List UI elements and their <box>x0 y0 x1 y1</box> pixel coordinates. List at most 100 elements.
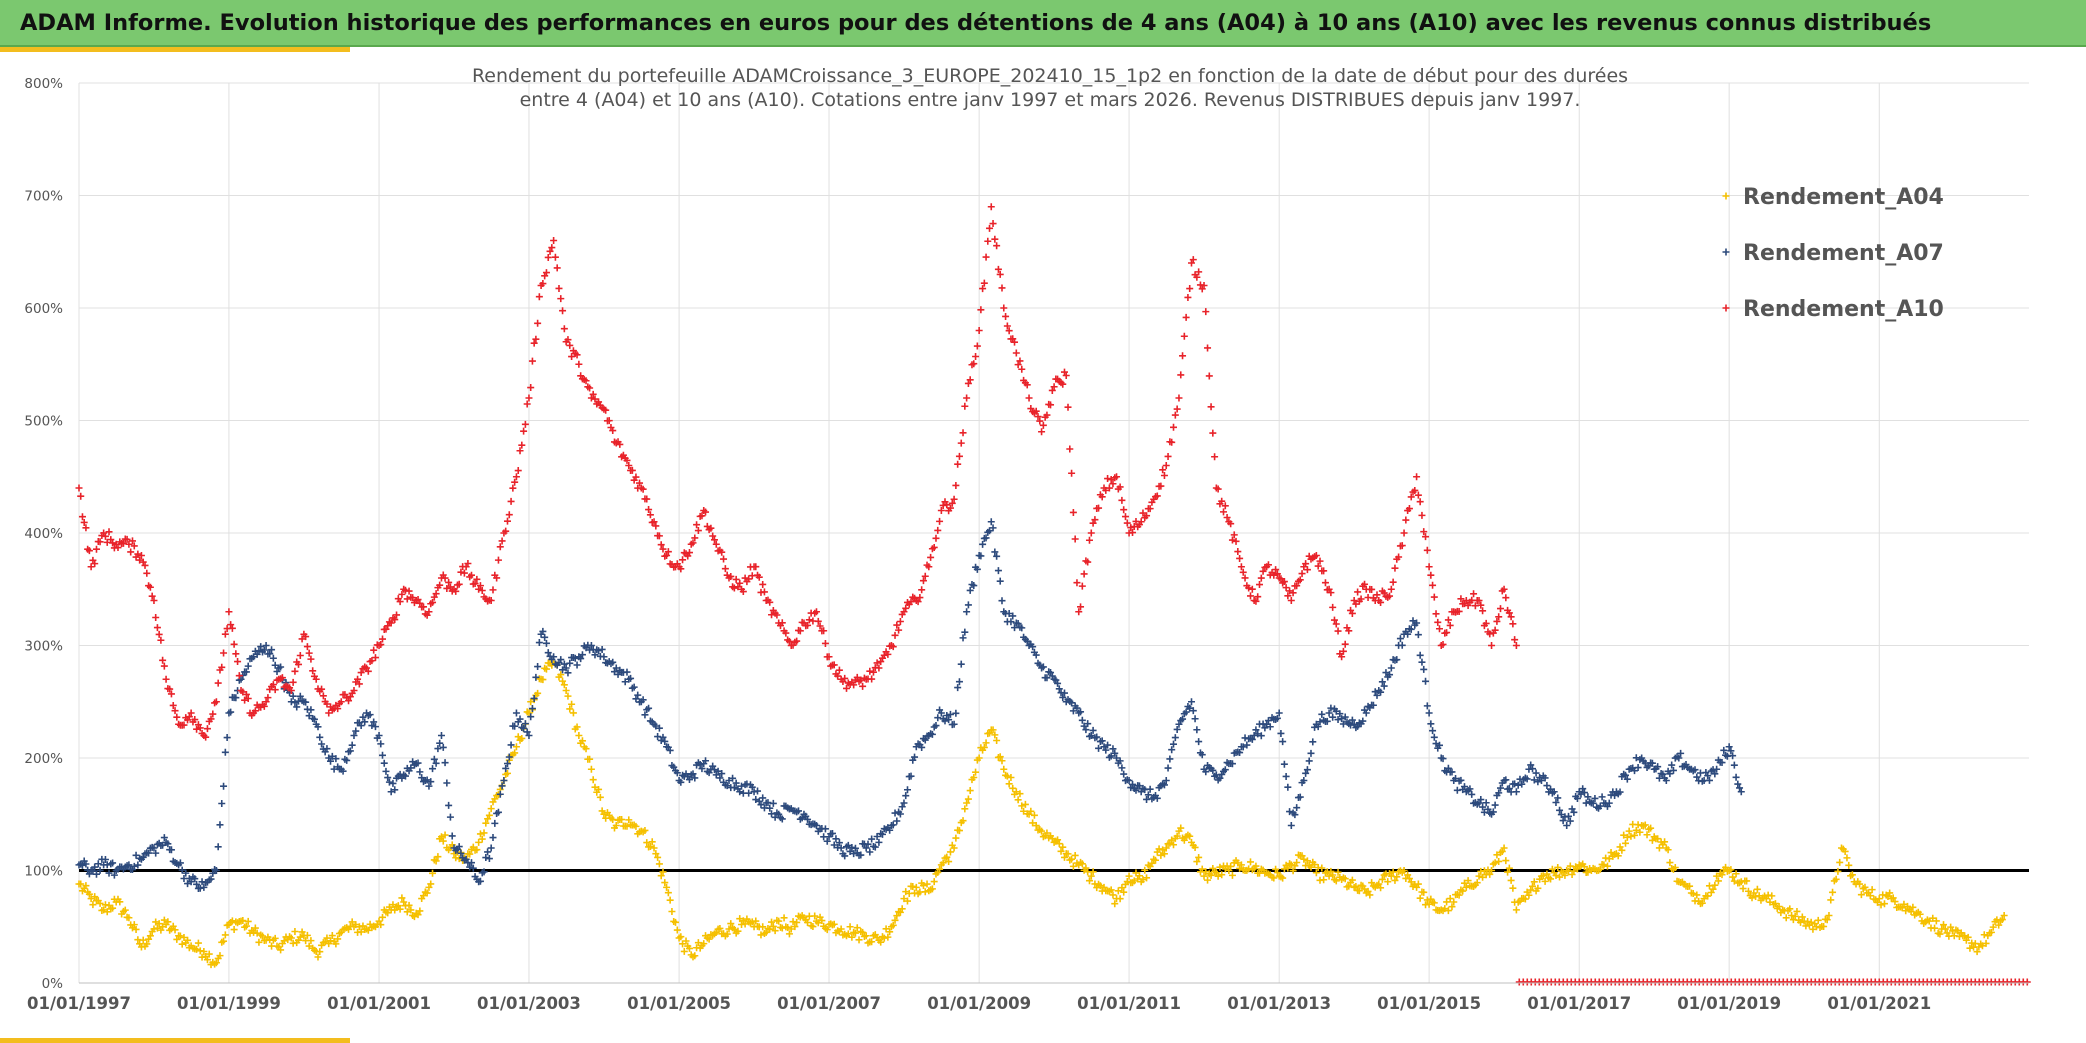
point-Rendement_A04 <box>993 737 1001 745</box>
point-Rendement_A07 <box>1014 620 1022 628</box>
point-Rendement_A07 <box>212 867 220 874</box>
point-Rendement_A07 <box>1648 759 1656 767</box>
point-Rendement_A07 <box>293 703 301 711</box>
point-Rendement_A07 <box>214 843 222 851</box>
point-Rendement_A07 <box>632 695 640 703</box>
point-Rendement_A04 <box>1116 895 1124 903</box>
point-Rendement_A07 <box>273 668 281 676</box>
point-Rendement_A10 <box>157 636 165 644</box>
point-Rendement_A10 <box>1071 535 1079 543</box>
point-Rendement_A04 <box>943 853 951 861</box>
point-Rendement_A10 <box>1034 413 1042 421</box>
point-Rendement_A10 <box>134 550 142 558</box>
point-Rendement_A10 <box>429 598 437 606</box>
point-Rendement_A04 <box>251 924 259 932</box>
point-Rendement_A10 <box>914 598 922 606</box>
point-Rendement_A07 <box>96 866 104 874</box>
point-Rendement_A04 <box>654 853 662 861</box>
point-Rendement_A10 <box>595 398 603 406</box>
point-Rendement_A07 <box>716 774 724 782</box>
point-Rendement_A10 <box>639 485 647 493</box>
point-Rendement_A10 <box>1345 627 1353 635</box>
point-Rendement_A07 <box>1444 764 1452 772</box>
point-Rendement_A10 <box>1036 417 1044 425</box>
accent-bar-bottom <box>0 1038 350 1043</box>
point-Rendement_A04 <box>1464 877 1472 885</box>
point-Rendement_A04 <box>784 924 792 931</box>
point-Rendement_A04 <box>1157 851 1165 859</box>
point-Rendement_A10 <box>645 506 653 514</box>
point-Rendement_A04 <box>1448 903 1456 911</box>
point-Rendement_A07 <box>1239 743 1247 751</box>
point-Rendement_A07 <box>385 778 393 786</box>
point-Rendement_A04 <box>963 799 971 807</box>
x-tick-label: 01/01/2017 <box>1527 994 1631 1013</box>
point-Rendement_A07 <box>898 803 906 811</box>
point-Rendement_A04 <box>1125 872 1133 880</box>
point-Rendement_A07 <box>696 761 704 769</box>
point-Rendement_A07 <box>352 727 360 735</box>
point-Rendement_A10 <box>1493 617 1501 625</box>
point-Rendement_A10 <box>657 541 665 549</box>
point-Rendement_A07 <box>1248 735 1256 743</box>
point-Rendement_A04 <box>1048 835 1056 843</box>
point-Rendement_A07 <box>1039 663 1047 671</box>
x-tick-label: 01/01/2021 <box>1827 994 1931 1013</box>
point-Rendement_A07 <box>1189 707 1197 715</box>
point-Rendement_A10 <box>718 548 726 556</box>
point-Rendement_A07 <box>1382 669 1390 677</box>
point-Rendement_A07 <box>268 646 276 654</box>
point-Rendement_A10 <box>1002 312 1010 320</box>
point-Rendement_A07 <box>1566 817 1574 825</box>
point-Rendement_A10 <box>1479 607 1487 615</box>
point-Rendement_A07 <box>1111 749 1119 757</box>
point-Rendement_A04 <box>132 925 140 933</box>
point-Rendement_A04 <box>1873 898 1881 906</box>
point-Rendement_A07 <box>911 753 919 761</box>
point-Rendement_A10 <box>921 572 929 580</box>
point-Rendement_A04 <box>680 947 688 955</box>
point-Rendement_A10 <box>1118 496 1126 504</box>
point-Rendement_A04 <box>100 906 108 914</box>
point-Rendement_A10 <box>1245 584 1253 592</box>
point-Rendement_A07 <box>1084 720 1092 728</box>
point-Rendement_A04 <box>1193 858 1201 866</box>
point-Rendement_A10 <box>1436 625 1443 633</box>
point-Rendement_A10 <box>632 473 640 481</box>
point-Rendement_A07 <box>498 782 506 790</box>
point-Rendement_A10 <box>1509 620 1517 628</box>
point-Rendement_A07 <box>260 646 268 654</box>
point-Rendement_A10 <box>1477 601 1485 609</box>
point-Rendement_A04 <box>1909 903 1917 911</box>
point-Rendement_A04 <box>1929 914 1937 922</box>
point-Rendement_A04 <box>946 848 954 856</box>
point-Rendement_A10 <box>820 627 828 635</box>
point-Rendement_A04 <box>882 925 890 933</box>
point-Rendement_A07 <box>866 848 874 856</box>
point-Rendement_A10 <box>964 379 972 387</box>
point-Rendement_A04 <box>734 927 742 935</box>
point-Rendement_A10 <box>1413 473 1421 481</box>
point-Rendement_A04 <box>221 931 229 939</box>
point-Rendement_A04 <box>1287 861 1295 869</box>
point-Rendement_A07 <box>587 642 595 649</box>
point-Rendement_A10 <box>1068 469 1076 477</box>
point-Rendement_A07 <box>1404 630 1412 638</box>
point-Rendement_A10 <box>752 563 760 571</box>
point-Rendement_A10 <box>652 522 660 530</box>
point-Rendement_A07 <box>1514 781 1522 789</box>
point-Rendement_A04 <box>889 921 897 929</box>
point-Rendement_A07 <box>487 844 495 852</box>
point-Rendement_A04 <box>103 908 111 916</box>
point-Rendement_A10 <box>1162 462 1170 469</box>
point-Rendement_A04 <box>1016 790 1024 798</box>
point-Rendement_A04 <box>171 926 179 934</box>
point-Rendement_A04 <box>591 783 599 791</box>
point-Rendement_A07 <box>1221 766 1229 774</box>
point-Rendement_A07 <box>1378 678 1386 686</box>
point-Rendement_A04 <box>139 936 147 944</box>
point-Rendement_A07 <box>1436 741 1443 749</box>
point-Rendement_A07 <box>1243 741 1251 749</box>
point-Rendement_A10 <box>534 319 542 327</box>
point-Rendement_A04 <box>1866 892 1874 900</box>
